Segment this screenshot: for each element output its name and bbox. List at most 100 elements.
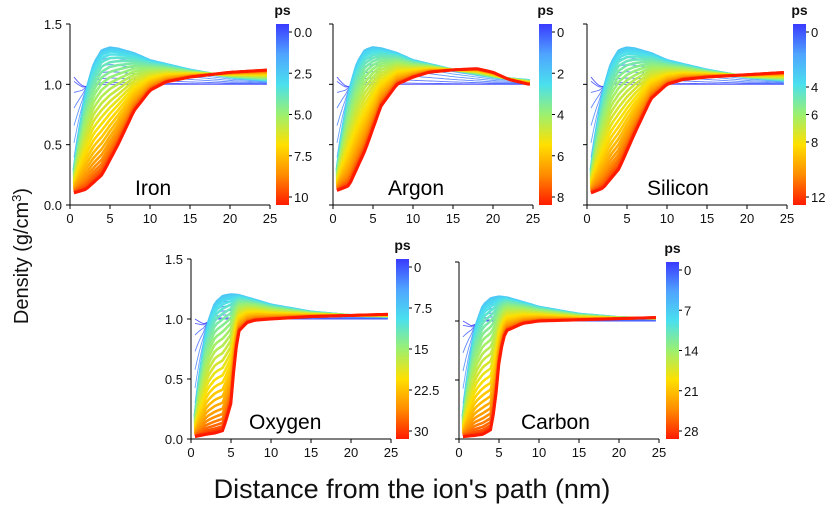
colorbar: ps0.0 2.5 5.0 7.5 10 xyxy=(274,2,312,205)
series-line-35 xyxy=(194,312,388,439)
colorbar-tick-label: 21 xyxy=(684,384,698,399)
colorbar-tick-label: 12 xyxy=(811,190,825,205)
x-tick-label: 0 xyxy=(329,211,336,226)
x-tick-label: 5 xyxy=(106,211,113,226)
series-line-1 xyxy=(73,80,267,88)
x-tick-label: 20 xyxy=(223,211,237,226)
colorbar-tick-label: 22.5 xyxy=(414,383,439,398)
x-tick-label: 0 xyxy=(583,211,590,226)
series-line-35 xyxy=(336,67,531,192)
colorbar: ps0 2 4 6 8 xyxy=(537,2,564,205)
colorbar-gradient xyxy=(396,259,409,439)
panel-title: Oxygen xyxy=(249,411,321,434)
panel-iron: 0 5 10 15 20 250.00.51.01.5Ironps0.02.55.07.5… xyxy=(44,2,312,226)
y-tick-label: 0.5 xyxy=(44,138,62,153)
x-tick-label: 25 xyxy=(780,211,794,226)
colorbar-unit: ps xyxy=(664,240,681,256)
colorbar-tick-label: 7.5 xyxy=(414,301,432,316)
series-group xyxy=(193,293,388,439)
colorbar-tick-label: 7 xyxy=(684,303,691,318)
colorbar-tick-label: 10 xyxy=(294,190,308,205)
colorbar-tick-label: 15 xyxy=(414,342,428,357)
panel-title: Iron xyxy=(135,177,171,200)
panel-title: Carbon xyxy=(521,411,590,434)
x-tick-label: 15 xyxy=(183,211,197,226)
axes xyxy=(332,24,533,206)
y-tick-label: 0.0 xyxy=(44,198,62,213)
x-tick-label: 5 xyxy=(369,211,376,226)
colorbar-tick-label: 8 xyxy=(557,190,564,205)
x-axis-label: Distance from the ion's path (nm) xyxy=(214,474,611,504)
colorbar-tick-label: 0 xyxy=(811,25,818,40)
colorbar-tick-label: 0 xyxy=(557,25,564,40)
colorbar-gradient xyxy=(276,24,289,205)
series-group xyxy=(72,46,267,195)
x-tick-label: 10 xyxy=(143,211,157,226)
colorbar-unit: ps xyxy=(791,2,808,18)
colorbar-unit: ps xyxy=(537,2,554,18)
colorbar-tick-label: 0 xyxy=(684,263,691,278)
series-group xyxy=(589,46,784,195)
y-tick-label: 1.5 xyxy=(44,17,62,32)
x-tick-label: 10 xyxy=(532,445,546,460)
x-tick-label: 0 xyxy=(187,445,194,460)
colorbar-tick-label: 2.5 xyxy=(294,66,312,81)
colorbar-tick-label: 5.0 xyxy=(294,108,312,123)
x-tick-label: 0 xyxy=(66,211,73,226)
colorbar-tick-label: 7.5 xyxy=(294,149,312,164)
colorbar-tick-label: 6 xyxy=(811,108,818,123)
x-tick-label: 0 xyxy=(455,445,462,460)
colorbar-tick-label: 8 xyxy=(811,135,818,150)
colorbar: ps0 7 14 21 28 xyxy=(664,240,698,439)
series-group xyxy=(461,295,656,439)
colorbar-tick-label: 0 xyxy=(414,260,421,275)
axes xyxy=(69,24,270,206)
colorbar-tick-label: 28 xyxy=(684,424,698,439)
y-axis-label: Density (g/cm3) xyxy=(9,188,34,324)
x-tick-label: 15 xyxy=(700,211,714,226)
y-axis-label-close: ) xyxy=(11,188,33,195)
x-tick-label: 5 xyxy=(495,445,502,460)
series-line-35 xyxy=(73,68,267,195)
colorbar-tick-label: 2 xyxy=(557,66,564,81)
y-tick-label: 0.0 xyxy=(165,432,183,447)
colorbar-tick-label: 4 xyxy=(811,80,818,95)
series-group xyxy=(335,46,531,192)
y-tick-label: 1.0 xyxy=(44,77,62,92)
x-tick-label: 25 xyxy=(652,445,666,460)
x-tick-label: 15 xyxy=(304,445,318,460)
panel-title: Argon xyxy=(388,177,444,200)
colorbar-tick-label: 14 xyxy=(684,344,698,359)
colorbar: ps0 7.5 15 22.5 30 xyxy=(394,237,439,439)
colorbar-gradient xyxy=(666,262,679,439)
colorbar-tick-label: 4 xyxy=(557,108,564,123)
x-tick-label: 15 xyxy=(446,211,460,226)
x-tick-label: 10 xyxy=(660,211,674,226)
x-tick-label: 25 xyxy=(526,211,540,226)
colorbar-gradient xyxy=(793,24,806,205)
y-tick-label: 0.5 xyxy=(165,372,183,387)
x-tick-label: 15 xyxy=(572,445,586,460)
colorbar-unit: ps xyxy=(274,2,291,18)
colorbar-tick-label: 6 xyxy=(557,149,564,164)
colorbar: ps0 4 6 8 12 xyxy=(791,2,825,205)
y-axis-label-superscript: 3 xyxy=(9,195,24,202)
x-tick-label: 25 xyxy=(263,211,277,226)
panel-title: Silicon xyxy=(647,177,709,200)
x-tick-label: 20 xyxy=(344,445,358,460)
colorbar-tick-label: 0.0 xyxy=(294,25,312,40)
panels-layer: 0 5 10 15 20 250.00.51.01.5Ironps0.02.55.07.5… xyxy=(44,2,826,460)
axes xyxy=(458,262,659,440)
x-tick-label: 10 xyxy=(264,445,278,460)
series-line-35 xyxy=(590,71,784,195)
x-tick-label: 20 xyxy=(612,445,626,460)
y-tick-label: 1.5 xyxy=(165,252,183,267)
axes xyxy=(586,24,787,206)
colorbar-gradient xyxy=(539,24,552,205)
x-tick-label: 5 xyxy=(227,445,234,460)
y-axis-label-main: Density (g/cm xyxy=(11,202,33,324)
colorbar-tick-label: 30 xyxy=(414,424,428,439)
